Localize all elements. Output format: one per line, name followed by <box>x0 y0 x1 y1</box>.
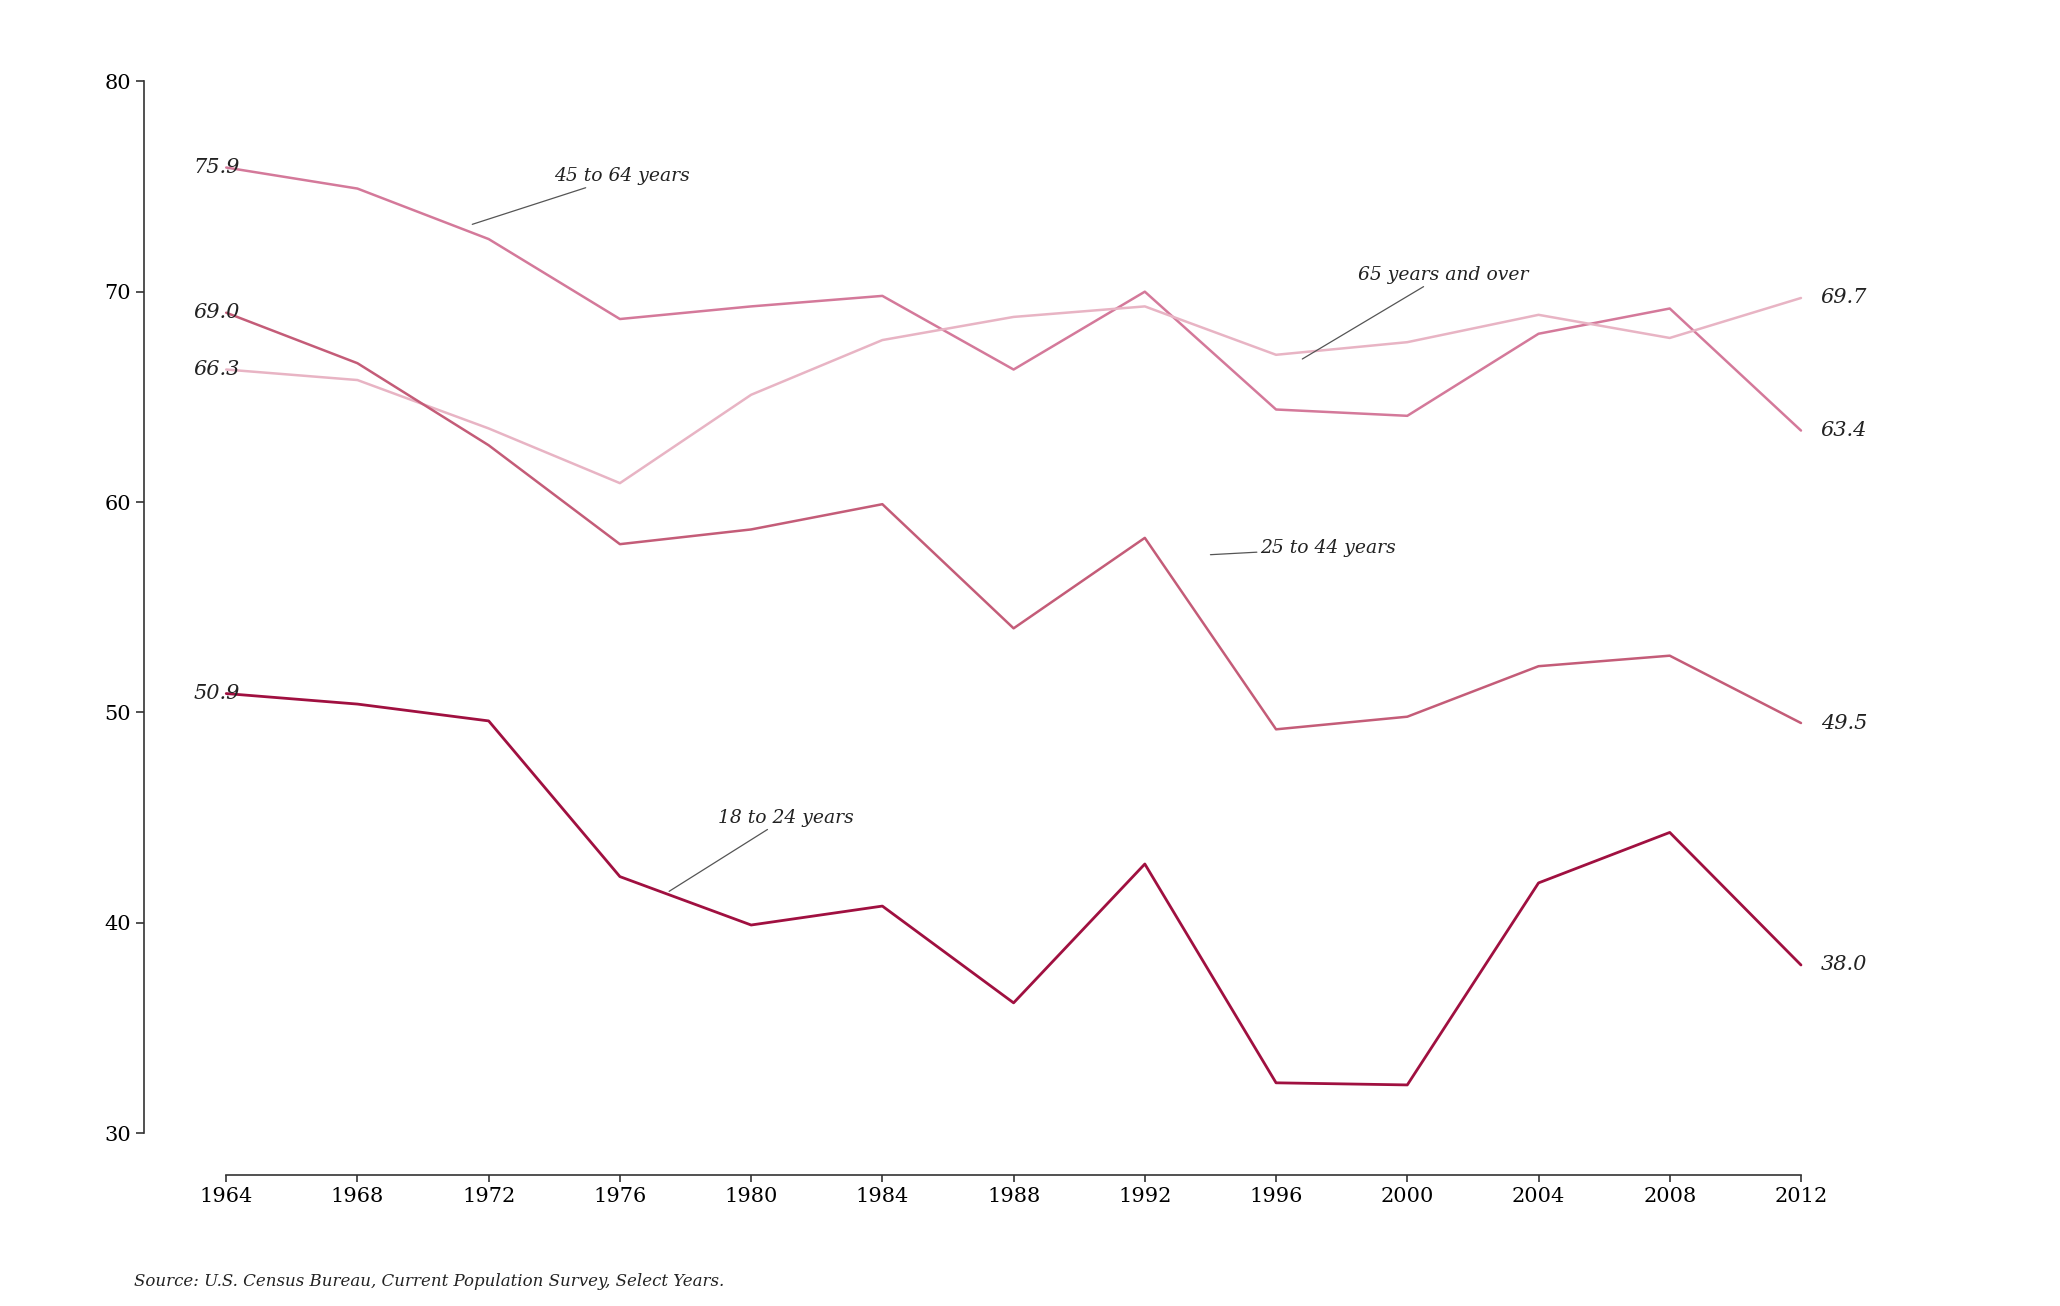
Text: 18 to 24 years: 18 to 24 years <box>670 808 855 891</box>
Text: 69.7: 69.7 <box>1821 289 1866 307</box>
Text: 65 years and over: 65 years and over <box>1302 266 1529 359</box>
Text: 75.9: 75.9 <box>194 158 239 178</box>
Text: 69.0: 69.0 <box>194 303 239 323</box>
Text: 50.9: 50.9 <box>194 684 239 703</box>
Text: 49.5: 49.5 <box>1821 713 1866 733</box>
Text: 25 to 44 years: 25 to 44 years <box>1211 539 1395 558</box>
Text: 38.0: 38.0 <box>1821 956 1866 974</box>
Text: 45 to 64 years: 45 to 64 years <box>472 167 690 225</box>
Text: 63.4: 63.4 <box>1821 421 1866 440</box>
Text: Source: U.S. Census Bureau, Current Population Survey, Select Years.: Source: U.S. Census Bureau, Current Popu… <box>134 1273 725 1290</box>
Text: 66.3: 66.3 <box>194 360 239 379</box>
